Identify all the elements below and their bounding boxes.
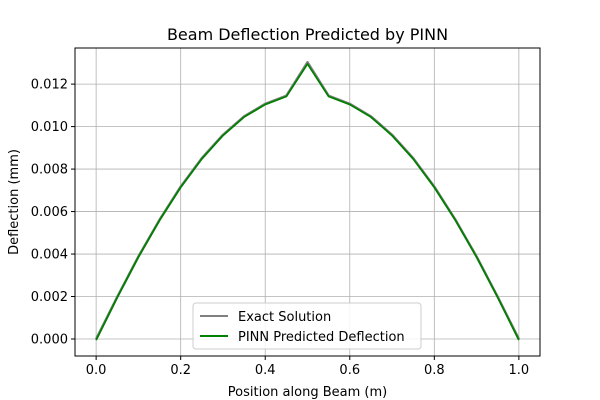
x-tick-label: 0.0 xyxy=(86,363,107,378)
legend: Exact Solution PINN Predicted Deflection xyxy=(192,302,422,350)
x-tick-label: 1.0 xyxy=(509,363,530,378)
chart-title: Beam Deflection Predicted by PINN xyxy=(167,25,448,44)
y-tick-label: 0.006 xyxy=(31,205,68,220)
y-tick-label: 0.002 xyxy=(31,290,68,305)
series-line-pinn xyxy=(95,63,520,341)
grid xyxy=(75,48,540,356)
x-tick-label: 0.6 xyxy=(339,363,360,378)
y-axis-ticks: 0.000 0.002 0.004 0.006 0.008 0.010 0.012 xyxy=(31,78,75,348)
legend-label-exact: Exact Solution xyxy=(238,310,331,325)
x-axis-ticks: 0.0 0.2 0.4 0.6 0.8 1.0 xyxy=(86,356,529,378)
x-axis-label: Position along Beam (m) xyxy=(228,385,387,400)
x-tick-label: 0.4 xyxy=(255,363,276,378)
y-tick-label: 0.012 xyxy=(31,78,68,93)
plot-frame xyxy=(74,47,541,357)
series-line-exact xyxy=(95,60,520,340)
y-axis-label: Deflection (mm) xyxy=(7,149,22,255)
y-tick-label: 0.008 xyxy=(31,163,68,178)
legend-label-pinn: PINN Predicted Deflection xyxy=(238,330,405,345)
y-tick-label: 0.000 xyxy=(31,333,68,348)
x-tick-label: 0.8 xyxy=(424,363,445,378)
x-tick-label: 0.2 xyxy=(170,363,191,378)
legend-box xyxy=(192,302,422,350)
series-layer xyxy=(95,60,520,341)
y-tick-label: 0.010 xyxy=(31,120,68,135)
y-tick-label: 0.004 xyxy=(31,248,68,263)
